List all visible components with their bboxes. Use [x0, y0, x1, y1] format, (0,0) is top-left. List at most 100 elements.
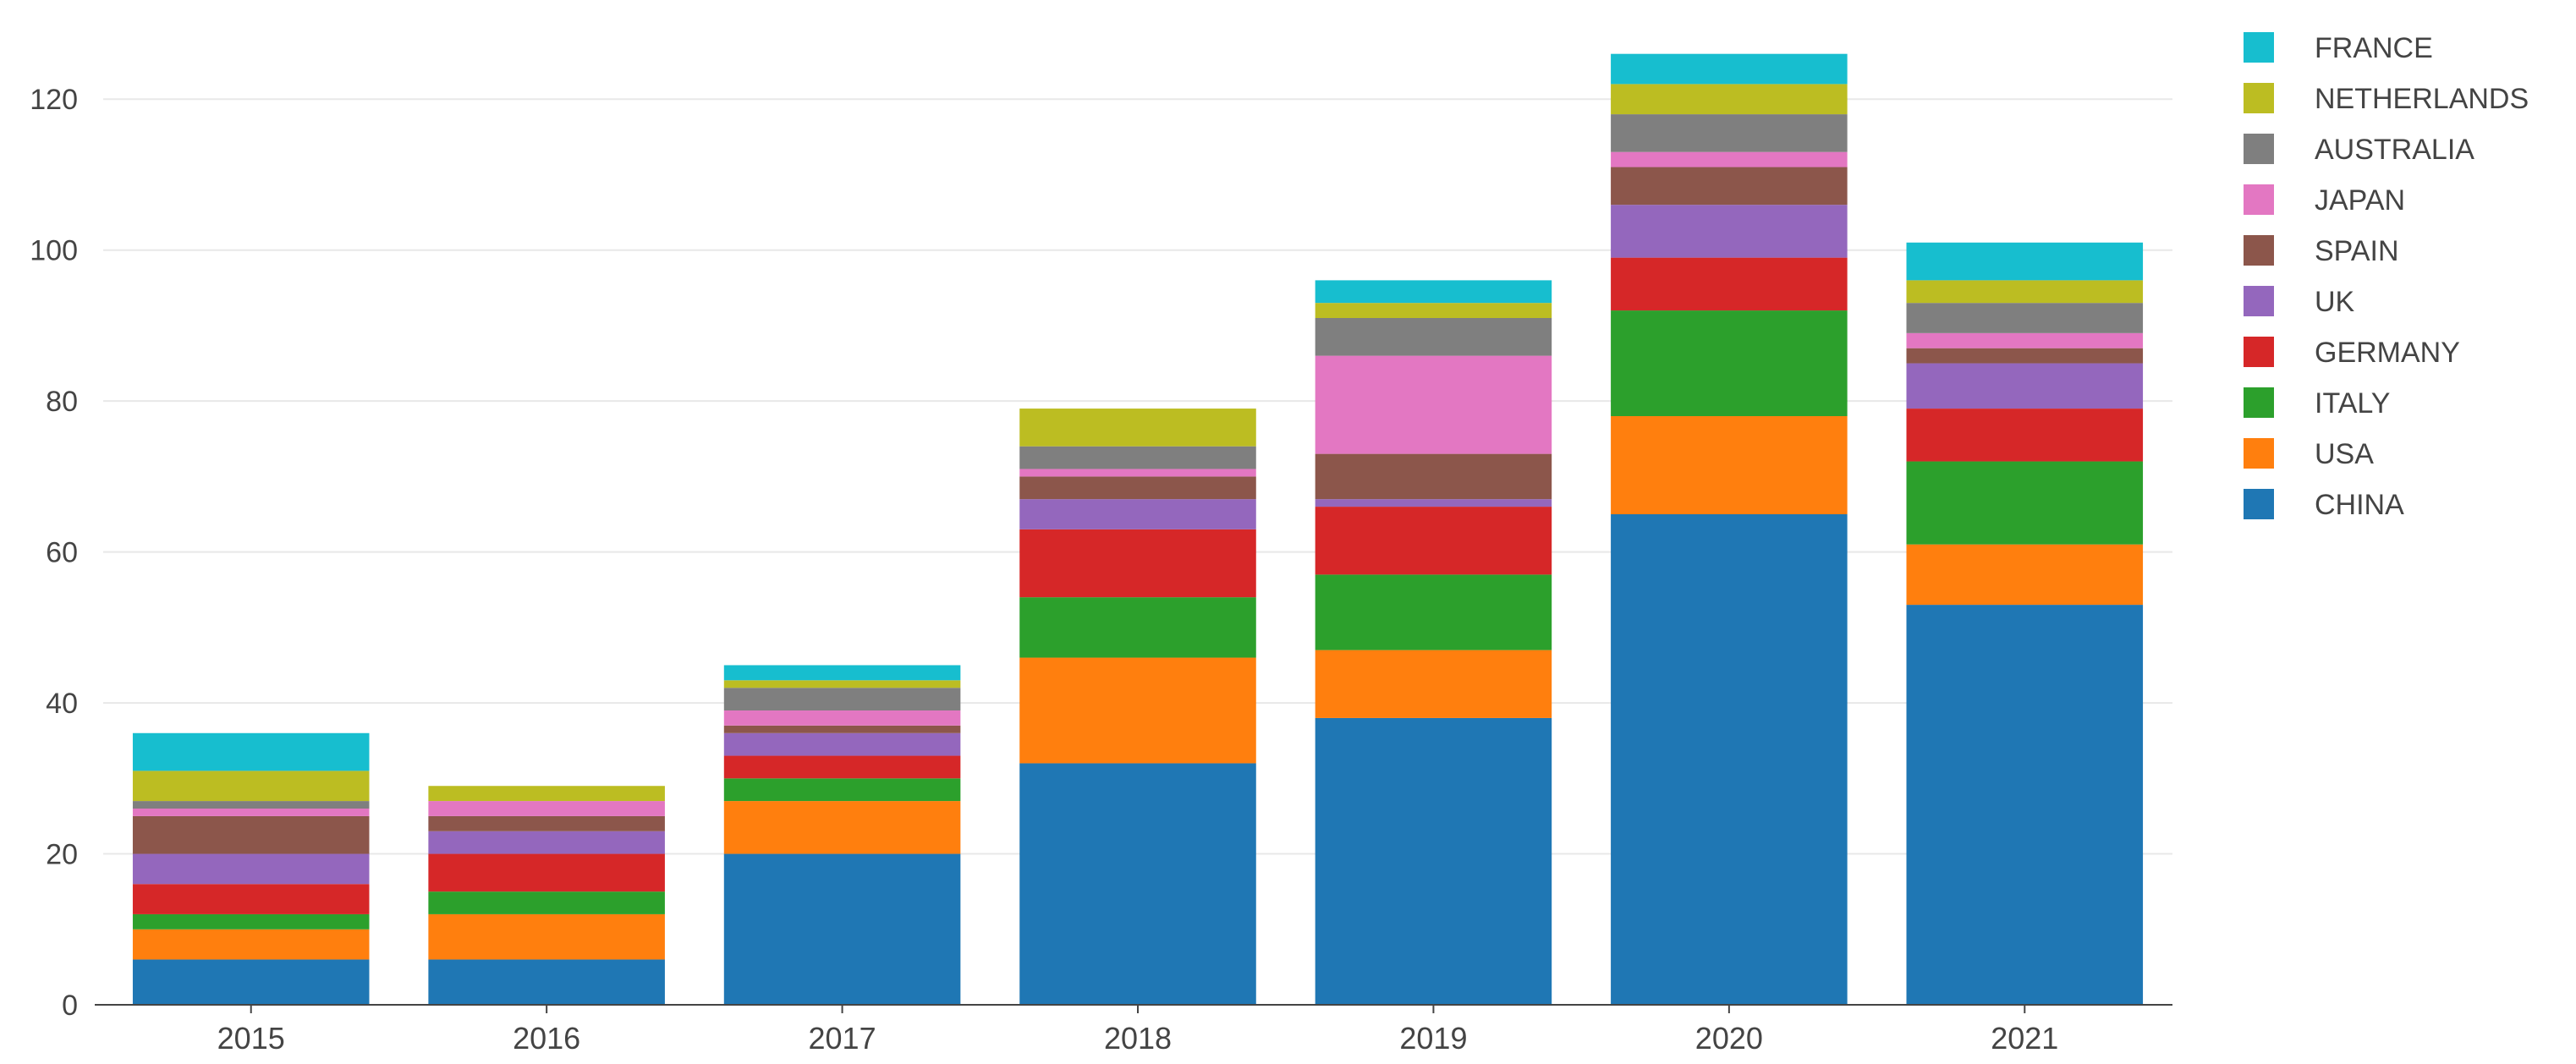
legend-swatch-spain	[2244, 235, 2274, 266]
bar-segment-china-2016	[428, 959, 665, 1005]
y-tick-label: 40	[46, 688, 78, 720]
x-tick-label-2021: 2021	[1991, 1021, 2058, 1056]
legend-label: JAPAN	[2315, 184, 2405, 217]
bar-segment-italy-2017	[723, 778, 961, 802]
bar-segment-uk-2017	[723, 732, 961, 756]
bar-segment-italy-2020	[1611, 310, 1848, 416]
y-tick-label: 80	[46, 386, 78, 418]
bar-segment-japan-2021	[1906, 332, 2144, 348]
legend-item-usa[interactable]: USA	[2244, 438, 2374, 470]
bar-segment-uk-2016	[428, 831, 665, 854]
legend-swatch-netherlands	[2244, 83, 2274, 113]
bar-segment-usa-2017	[723, 801, 961, 854]
bar-segment-china-2018	[1019, 763, 1256, 1005]
x-tick-label-2020: 2020	[1695, 1021, 1763, 1056]
bar-segment-china-2020	[1611, 514, 1848, 1005]
bar-segment-spain-2016	[428, 815, 665, 831]
bar-segment-spain-2021	[1906, 348, 2144, 364]
legend-swatch-italy	[2244, 387, 2274, 418]
bar-segment-spain-2019	[1315, 453, 1552, 500]
x-tick-label-2016: 2016	[513, 1021, 580, 1056]
legend-label: UK	[2315, 286, 2355, 318]
bar-segment-spain-2020	[1611, 167, 1848, 206]
bar-segment-germany-2017	[723, 755, 961, 779]
bar-segment-germany-2021	[1906, 409, 2144, 462]
bar-segment-usa-2019	[1315, 650, 1552, 718]
bar-segment-netherlands-2020	[1611, 84, 1848, 115]
bar-segment-netherlands-2018	[1019, 409, 1256, 447]
bar-segment-germany-2020	[1611, 257, 1848, 311]
bar-segment-netherlands-2021	[1906, 280, 2144, 304]
bar-segment-uk-2015	[132, 853, 370, 885]
bar-segment-italy-2016	[428, 891, 665, 914]
bar-segment-uk-2018	[1019, 499, 1256, 529]
x-tick-label-2017: 2017	[809, 1021, 876, 1056]
y-tick-label: 60	[46, 537, 78, 569]
legend-item-australia[interactable]: AUSTRALIA	[2244, 134, 2474, 166]
legend-item-germany[interactable]: GERMANY	[2244, 337, 2460, 369]
legend-label: GERMANY	[2315, 337, 2460, 369]
y-tick-label: 120	[30, 84, 78, 116]
bar-segment-france-2020	[1611, 53, 1848, 85]
bar-segment-france-2017	[723, 665, 961, 681]
bar-segment-france-2021	[1906, 242, 2144, 281]
bar-segment-china-2021	[1906, 605, 2144, 1005]
legend-label: USA	[2315, 438, 2374, 470]
bar-segment-netherlands-2017	[723, 680, 961, 688]
bar-segment-spain-2017	[723, 725, 961, 733]
legend-swatch-usa	[2244, 438, 2274, 469]
bar-segment-italy-2021	[1906, 461, 2144, 545]
bar-segment-netherlands-2019	[1315, 303, 1552, 318]
legend: FRANCE NETHERLANDS AUSTRALIA JAPAN SPAIN UK GE…	[2244, 32, 2529, 521]
bar-segment-usa-2021	[1906, 544, 2144, 606]
legend-item-italy[interactable]: ITALY	[2244, 387, 2390, 420]
bar-segment-australia-2020	[1611, 114, 1848, 152]
bar-segment-germany-2016	[428, 853, 665, 892]
y-tick-label: 20	[46, 839, 78, 871]
bar-segment-australia-2018	[1019, 446, 1256, 469]
bar-segment-china-2017	[723, 853, 961, 1005]
bar-segment-japan-2020	[1611, 151, 1848, 167]
bar-segment-china-2019	[1315, 717, 1552, 1005]
legend-label: FRANCE	[2315, 32, 2433, 64]
bar-segment-china-2015	[132, 959, 370, 1005]
bar-segment-usa-2016	[428, 913, 665, 960]
bar-segment-australia-2019	[1315, 318, 1552, 356]
bar-segment-netherlands-2016	[428, 786, 665, 802]
legend-label: CHINA	[2315, 489, 2404, 521]
bar-segment-australia-2017	[723, 688, 961, 710]
legend-label: NETHERLANDS	[2315, 83, 2529, 115]
bar-segment-netherlands-2015	[132, 771, 370, 802]
bar-segment-italy-2019	[1315, 574, 1552, 650]
bar-segment-usa-2015	[132, 929, 370, 960]
legend-swatch-france	[2244, 32, 2274, 63]
bar-segment-japan-2017	[723, 710, 961, 726]
legend-item-spain[interactable]: SPAIN	[2244, 235, 2399, 267]
y-tick-label: 100	[30, 235, 78, 267]
bar-segment-japan-2015	[132, 809, 370, 816]
y-tick-label: 0	[62, 990, 78, 1022]
legend-label: SPAIN	[2315, 235, 2399, 267]
bar-segment-uk-2021	[1906, 363, 2144, 409]
axes: 0 20 40 60 80 100 120 2015 2016 2017 2018 2019 2020 2…	[30, 84, 2172, 1056]
legend-swatch-japan	[2244, 184, 2274, 215]
bar-segment-germany-2019	[1315, 507, 1552, 575]
legend-label: ITALY	[2315, 387, 2390, 420]
legend-item-japan[interactable]: JAPAN	[2244, 184, 2405, 217]
bar-segment-france-2019	[1315, 280, 1552, 304]
bar-segment-italy-2015	[132, 913, 370, 930]
bars	[132, 53, 2144, 1005]
bar-segment-australia-2015	[132, 801, 370, 809]
legend-item-netherlands[interactable]: NETHERLANDS	[2244, 83, 2529, 115]
bar-segment-usa-2020	[1611, 416, 1848, 514]
bar-segment-italy-2018	[1019, 597, 1256, 658]
bar-segment-germany-2015	[132, 884, 370, 914]
x-tick-label-2019: 2019	[1399, 1021, 1467, 1056]
legend-item-china[interactable]: CHINA	[2244, 489, 2404, 521]
legend-item-uk[interactable]: UK	[2244, 286, 2355, 318]
legend-item-france[interactable]: FRANCE	[2244, 32, 2433, 64]
x-tick-label-2015: 2015	[217, 1021, 285, 1056]
legend-swatch-germany	[2244, 337, 2274, 367]
